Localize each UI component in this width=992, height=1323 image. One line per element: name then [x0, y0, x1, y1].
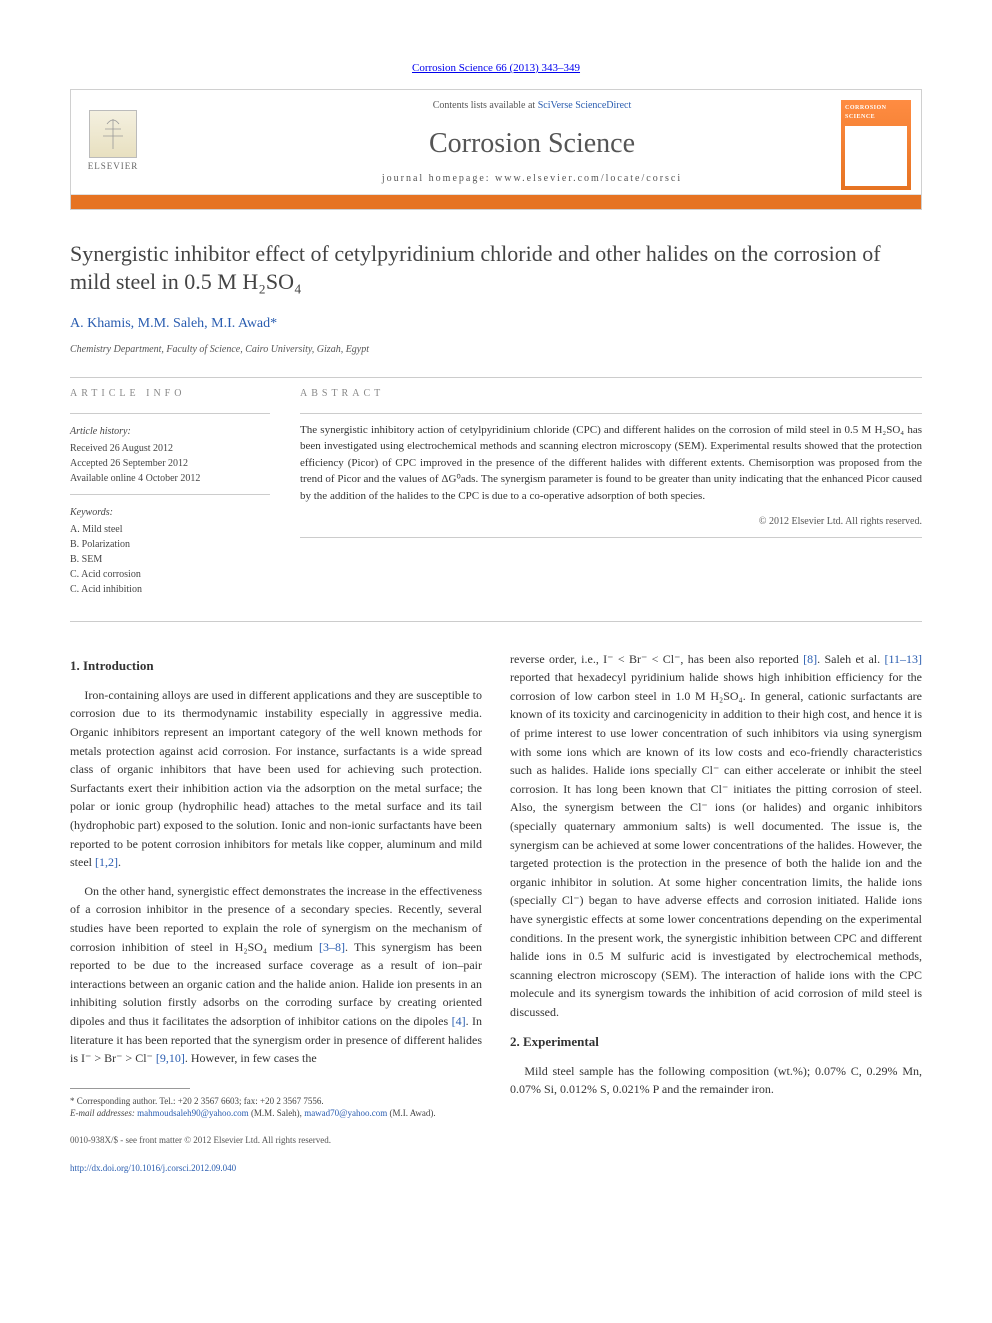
journal-name: Corrosion Science	[155, 123, 909, 165]
article-info-column: ARTICLE INFO Article history: Received 2…	[70, 386, 270, 597]
abstract-text: The synergistic inhibitory action of cet…	[300, 422, 922, 505]
homepage-prefix: journal homepage:	[382, 173, 495, 184]
divider	[70, 377, 922, 378]
keyword: B. Polarization	[70, 537, 270, 552]
authors-line: A. Khamis, M.M. Saleh, M.I. Awad*	[70, 313, 922, 334]
footnote-separator	[70, 1088, 190, 1089]
ref-link[interactable]: [4]	[452, 1014, 466, 1028]
info-hr	[70, 413, 270, 414]
cover-title: CORROSION SCIENCE	[845, 104, 907, 122]
publisher-logo: ELSEVIER	[83, 107, 143, 177]
article-history: Article history: Received 26 August 2012…	[70, 424, 270, 486]
affiliation: Chemistry Department, Faculty of Science…	[70, 342, 922, 357]
page-container: Corrosion Science 66 (2013) 343–349 ELSE…	[0, 0, 992, 1216]
abstract-label: ABSTRACT	[300, 386, 922, 401]
experimental-paragraph: Mild steel sample has the following comp…	[510, 1062, 922, 1099]
email-label: E-mail addresses:	[70, 1108, 137, 1118]
corresponding-footnote: * Corresponding author. Tel.: +20 2 3567…	[70, 1095, 482, 1120]
cover-body	[845, 126, 907, 186]
keywords-block: Keywords: A. Mild steel B. Polarization …	[70, 505, 270, 597]
keyword: A. Mild steel	[70, 522, 270, 537]
info-label: ARTICLE INFO	[70, 386, 270, 401]
email-line: E-mail addresses: mahmoudsaleh90@yahoo.c…	[70, 1107, 482, 1120]
orange-divider-bar	[71, 195, 921, 209]
doi-link[interactable]: http://dx.doi.org/10.1016/j.corsci.2012.…	[70, 1163, 236, 1173]
ref-link[interactable]: [8]	[803, 652, 817, 666]
intro-heading: 1. Introduction	[70, 656, 482, 676]
body-columns: 1. Introduction Iron-containing alloys a…	[70, 650, 922, 1176]
article-title: Synergistic inhibitor effect of cetylpyr…	[70, 240, 922, 297]
right-column: reverse order, i.e., I⁻ < Br⁻ < Cl⁻, has…	[510, 650, 922, 1176]
online-date: Available online 4 October 2012	[70, 471, 270, 486]
ref-link[interactable]: [9,10]	[156, 1051, 185, 1065]
footer-doi: http://dx.doi.org/10.1016/j.corsci.2012.…	[70, 1162, 482, 1176]
journal-header: ELSEVIER Contents lists available at Sci…	[70, 89, 922, 210]
info-abstract-row: ARTICLE INFO Article history: Received 2…	[70, 386, 922, 597]
intro-paragraph-1: Iron-containing alloys are used in diffe…	[70, 686, 482, 872]
corresponding-mark: *	[270, 316, 277, 331]
ref-link[interactable]: [1,2]	[95, 855, 118, 869]
keyword: C. Acid corrosion	[70, 567, 270, 582]
abstract-hr	[300, 413, 922, 414]
history-heading: Article history:	[70, 424, 270, 439]
ref-link[interactable]: [11–13]	[884, 652, 922, 666]
intro-paragraph-2: On the other hand, synergistic effect de…	[70, 882, 482, 1068]
contents-prefix: Contents lists available at	[433, 100, 538, 111]
left-column: 1. Introduction Iron-containing alloys a…	[70, 650, 482, 1176]
elsevier-tree-icon	[89, 110, 137, 158]
contents-line: Contents lists available at SciVerse Sci…	[155, 98, 909, 113]
corr-author-line: * Corresponding author. Tel.: +20 2 3567…	[70, 1095, 482, 1108]
footer-copyright: 0010-938X/$ - see front matter © 2012 El…	[70, 1134, 482, 1148]
homepage-url: www.elsevier.com/locate/corsci	[495, 173, 682, 184]
sciencedirect-link[interactable]: SciVerse ScienceDirect	[538, 100, 632, 111]
publisher-name: ELSEVIER	[88, 160, 139, 174]
keyword: C. Acid inhibition	[70, 582, 270, 597]
keyword: B. SEM	[70, 552, 270, 567]
authors-link[interactable]: A. Khamis, M.M. Saleh, M.I. Awad*	[70, 316, 277, 331]
experimental-heading: 2. Experimental	[510, 1032, 922, 1052]
keywords-heading: Keywords:	[70, 505, 270, 520]
accepted-date: Accepted 26 September 2012	[70, 456, 270, 471]
abstract-copyright: © 2012 Elsevier Ltd. All rights reserved…	[300, 514, 922, 529]
citation-line: Corrosion Science 66 (2013) 343–349	[70, 60, 922, 77]
info-hr2	[70, 494, 270, 495]
header-center: Contents lists available at SciVerse Sci…	[155, 98, 909, 186]
email-link[interactable]: mawad70@yahoo.com	[304, 1108, 387, 1118]
citation-link[interactable]: Corrosion Science 66 (2013) 343–349	[412, 62, 580, 74]
abstract-column: ABSTRACT The synergistic inhibitory acti…	[300, 386, 922, 597]
homepage-line: journal homepage: www.elsevier.com/locat…	[155, 171, 909, 186]
abstract-hr2	[300, 537, 922, 538]
divider2	[70, 621, 922, 622]
journal-cover-thumbnail: CORROSION SCIENCE	[841, 100, 911, 190]
ref-link[interactable]: [3–8]	[319, 940, 345, 954]
header-row: ELSEVIER Contents lists available at Sci…	[71, 90, 921, 195]
received-date: Received 26 August 2012	[70, 441, 270, 456]
intro-continuation: reverse order, i.e., I⁻ < Br⁻ < Cl⁻, has…	[510, 650, 922, 1022]
email-link[interactable]: mahmoudsaleh90@yahoo.com	[137, 1108, 249, 1118]
